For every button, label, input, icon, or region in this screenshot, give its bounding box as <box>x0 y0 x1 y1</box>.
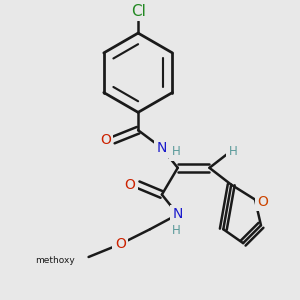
Text: Cl: Cl <box>131 4 146 19</box>
Text: N: N <box>157 141 167 155</box>
Text: O: O <box>115 237 126 251</box>
Text: O: O <box>100 133 111 147</box>
Text: H: H <box>171 146 180 158</box>
Text: N: N <box>172 207 183 221</box>
Text: H: H <box>229 146 238 158</box>
Text: O: O <box>125 178 136 192</box>
Text: methoxy: methoxy <box>35 256 75 266</box>
Text: H: H <box>171 224 180 237</box>
Text: O: O <box>257 194 268 208</box>
